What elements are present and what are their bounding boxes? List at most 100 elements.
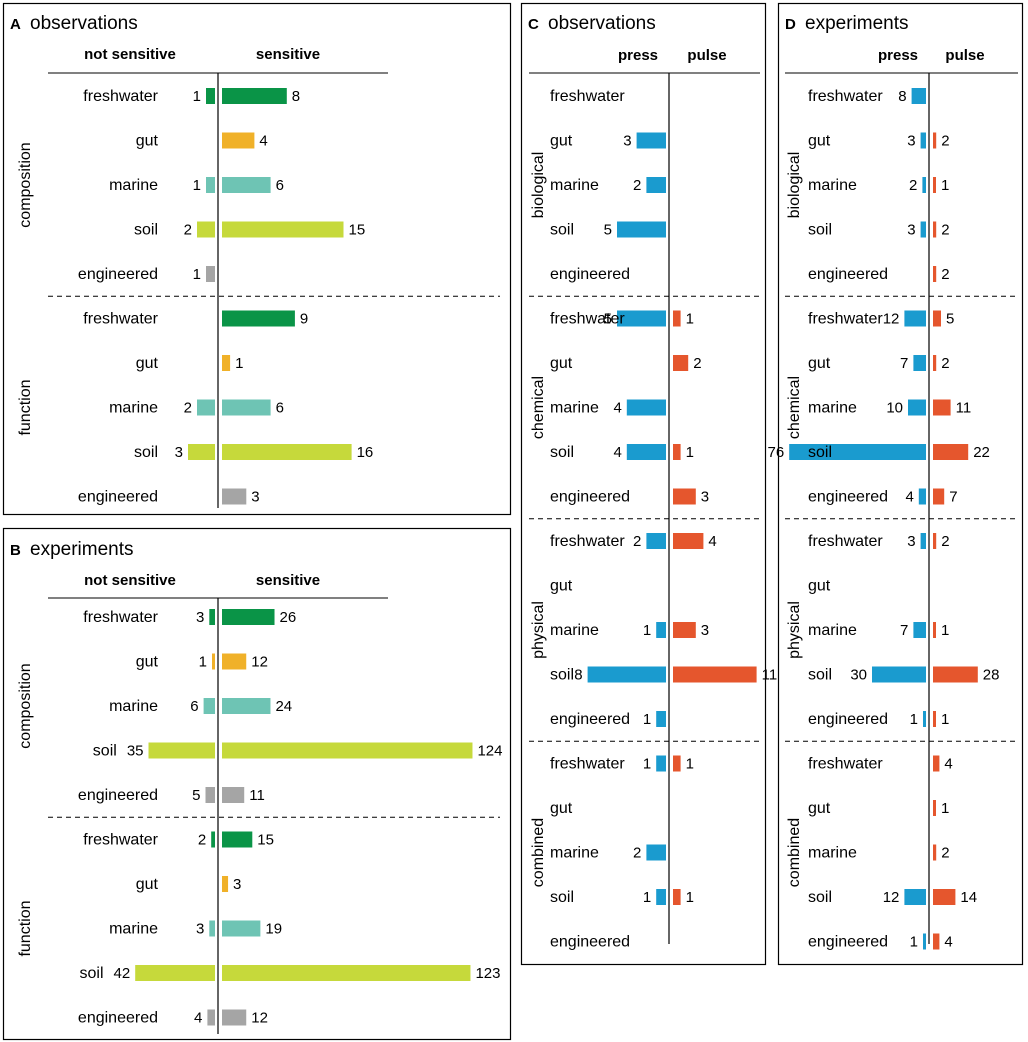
bar-right-engineered	[222, 787, 245, 803]
category-label: freshwater	[550, 311, 625, 328]
value-left: 1	[643, 622, 651, 639]
value-left: 4	[905, 489, 913, 506]
category-label: freshwater	[83, 88, 158, 105]
bar-left-soil	[135, 965, 215, 981]
bar-right-soil	[673, 444, 681, 460]
value-right: 2	[693, 355, 701, 372]
category-label: freshwater	[550, 756, 625, 773]
panel-frame	[2, 527, 512, 1041]
value-right: 6	[276, 177, 284, 194]
value-left: 3	[196, 921, 204, 938]
bar-left-marine	[656, 622, 666, 638]
panel-letter: C	[528, 16, 539, 33]
value-left: 2	[633, 177, 641, 194]
category-label: engineered	[550, 266, 630, 283]
category-label: engineered	[78, 489, 158, 506]
bar-left-engineered	[206, 266, 215, 282]
value-left: 3	[907, 533, 915, 550]
value-left: 1	[643, 889, 651, 906]
value-right: 4	[944, 756, 952, 773]
bar-left-marine	[913, 622, 926, 638]
value-right: 1	[686, 756, 694, 773]
bar-right-engineered	[933, 488, 945, 505]
category-label: marine	[808, 400, 857, 417]
value-left: 35	[127, 743, 144, 760]
left-header: press	[618, 47, 658, 64]
category-label: marine	[109, 400, 158, 417]
group-label: physical	[786, 601, 803, 659]
bar-right-freshwater	[673, 310, 681, 327]
value-right: 1	[941, 711, 949, 728]
bar-left-freshwater	[209, 609, 215, 625]
value-right: 2	[941, 355, 949, 372]
right-header: pulse	[945, 47, 984, 64]
value-left: 4	[194, 1010, 202, 1027]
bar-right-soil	[933, 444, 969, 460]
value-right: 11	[956, 400, 972, 417]
bar-left-marine	[646, 177, 666, 193]
bar-left-soil	[587, 666, 666, 683]
value-right: 3	[701, 489, 709, 506]
panel-letter: D	[785, 16, 796, 33]
category-label: marine	[550, 400, 599, 417]
bar-right-marine	[673, 622, 696, 638]
category-label: gut	[808, 355, 831, 372]
panel-letter: A	[10, 16, 21, 33]
bar-right-engineered	[933, 266, 937, 282]
group-label: function	[17, 379, 34, 435]
value-left: 1	[193, 177, 201, 194]
value-right: 1	[941, 622, 949, 639]
value-left: 2	[184, 400, 192, 417]
bar-right-freshwater	[222, 88, 287, 104]
category-label: engineered	[808, 934, 888, 951]
bar-left-freshwater	[206, 88, 215, 104]
value-right: 24	[275, 698, 292, 715]
category-label: soil	[550, 444, 574, 461]
value-right: 8	[292, 88, 300, 105]
bar-right-gut	[933, 800, 936, 816]
category-label: freshwater	[808, 88, 883, 105]
group-label: chemical	[530, 376, 547, 439]
value-right: 1	[686, 311, 694, 328]
value-left: 1	[193, 266, 201, 283]
category-label: gut	[136, 654, 159, 671]
value-left: 2	[909, 177, 917, 194]
bar-right-gut	[933, 355, 937, 371]
bar-right-soil	[933, 889, 956, 905]
value-left: 7	[900, 622, 908, 639]
bar-right-marine	[222, 177, 271, 193]
bar-right-engineered	[222, 1009, 247, 1026]
category-label: freshwater	[808, 533, 883, 550]
category-label: soil	[808, 222, 832, 239]
bar-right-freshwater	[673, 533, 704, 549]
bar-left-freshwater	[904, 310, 926, 327]
category-label: gut	[808, 578, 831, 595]
value-right: 26	[280, 609, 297, 626]
value-left: 12	[883, 889, 900, 906]
value-left: 3	[175, 444, 183, 461]
category-label: engineered	[550, 711, 630, 728]
bar-left-gut	[212, 653, 215, 670]
category-label: marine	[808, 622, 857, 639]
panel-title: experiments	[30, 539, 134, 560]
bar-right-gut	[222, 876, 229, 892]
group-label: composition	[17, 142, 34, 227]
bar-right-marine	[222, 920, 261, 937]
panel-frame	[520, 2, 767, 966]
value-left: 1	[193, 88, 201, 105]
bar-left-soil	[656, 889, 666, 905]
panel-frame	[2, 2, 512, 516]
value-left: 8	[574, 667, 582, 684]
bar-right-marine	[222, 698, 271, 714]
value-left: 12	[883, 311, 900, 328]
value-right: 16	[357, 444, 374, 461]
group-label: chemical	[786, 376, 803, 439]
bar-right-gut	[673, 355, 689, 371]
bar-left-engineered	[923, 711, 926, 727]
value-right: 9	[300, 311, 308, 328]
value-left: 3	[907, 222, 915, 239]
category-label: marine	[808, 177, 857, 194]
bar-right-marine	[933, 844, 937, 861]
group-label: biological	[786, 152, 803, 219]
